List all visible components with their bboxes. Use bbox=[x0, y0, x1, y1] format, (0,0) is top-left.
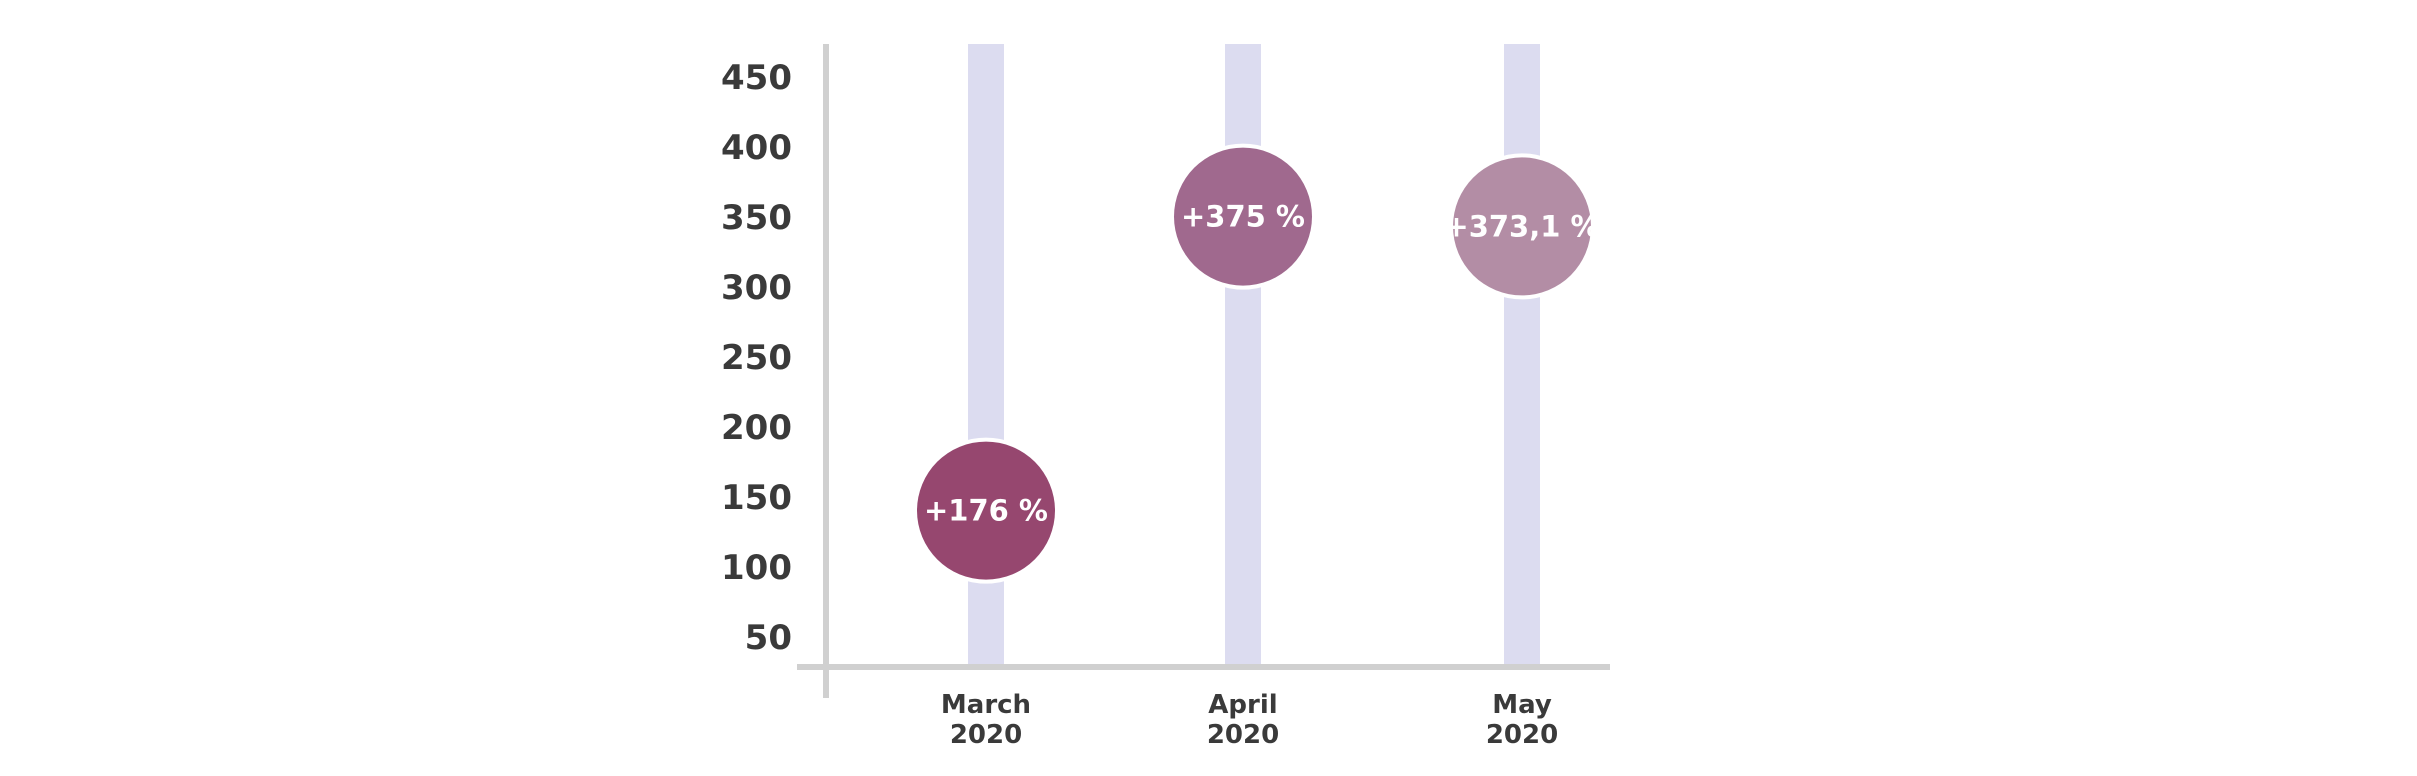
y-tick-labels: 50 100 150 200 250 300 350 400 450 bbox=[721, 58, 792, 658]
y-tick-label-50: 50 bbox=[745, 618, 792, 658]
x-label-1-line1: March bbox=[941, 690, 1031, 720]
column-2 bbox=[1225, 44, 1261, 665]
y-tick-label-300: 300 bbox=[721, 268, 792, 308]
category-columns bbox=[968, 44, 1540, 665]
bubble-label-2: +375 % bbox=[1181, 200, 1305, 234]
y-tick-label-100: 100 bbox=[721, 548, 792, 588]
y-tick-label-200: 200 bbox=[721, 408, 792, 448]
column-3 bbox=[1504, 44, 1540, 665]
bubble-label-1: +176 % bbox=[924, 494, 1048, 528]
bubble-1 bbox=[917, 441, 1055, 580]
x-label-2-line1: April bbox=[1208, 690, 1277, 720]
data-bubbles: +176 % +375 % +373,1 % bbox=[913, 143, 1600, 584]
x-label-2-line2: 2020 bbox=[1207, 720, 1279, 750]
y-tick-label-150: 150 bbox=[721, 478, 792, 518]
bubble-label-3: +373,1 % bbox=[1444, 209, 1599, 243]
y-tick-label-400: 400 bbox=[721, 128, 792, 168]
x-label-3-line1: May bbox=[1492, 690, 1552, 720]
x-label-3-line2: 2020 bbox=[1486, 720, 1558, 750]
y-tick-label-250: 250 bbox=[721, 338, 792, 378]
x-label-1-line2: 2020 bbox=[950, 720, 1022, 750]
bubble-3 bbox=[1453, 157, 1591, 296]
y-tick-label-450: 450 bbox=[721, 58, 792, 98]
bubble-2 bbox=[1174, 147, 1312, 286]
y-tick-label-350: 350 bbox=[721, 198, 792, 238]
axes bbox=[797, 44, 1610, 698]
